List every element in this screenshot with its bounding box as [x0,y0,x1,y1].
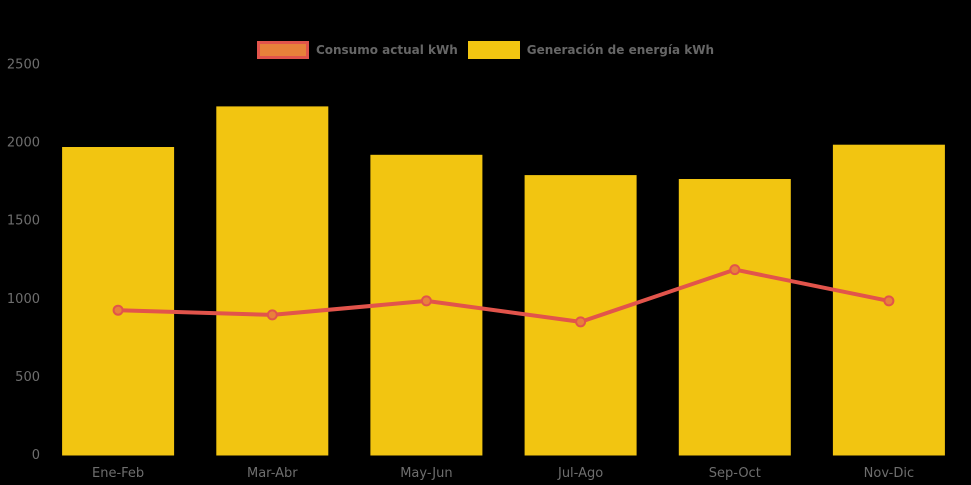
bar-Sep-Oct[interactable] [678,179,791,456]
legend-label-consumo: Consumo actual kWh [315,43,458,57]
bar-Ene-Feb[interactable] [62,147,175,456]
legend-swatch-generacion-icon [467,41,520,59]
bar-Mar-Abr[interactable] [216,106,329,456]
point-Sep-Oct[interactable] [729,264,741,276]
point-Nov-Dic[interactable] [883,295,895,307]
x-axis-label: Mar-Abr [247,466,298,481]
y-tick-label: 1000 [7,292,40,307]
chart-legend: Consumo actual kWh Generación de energía… [0,41,971,59]
consumo-line [116,267,891,324]
y-tick-label: 2500 [7,58,40,73]
legend-swatch-consumo-icon [256,41,309,59]
x-axis-label: Nov-Dic [864,466,914,481]
x-axis-label: Ene-Feb [92,466,144,481]
legend-item-generacion[interactable]: Generación de energía kWh [467,41,715,59]
point-Mar-Abr[interactable] [266,309,278,321]
point-Ene-Feb[interactable] [112,304,124,316]
point-Jul-Ago[interactable] [575,316,587,328]
y-tick-label: 2000 [7,136,40,151]
legend-item-consumo[interactable]: Consumo actual kWh [256,41,458,59]
y-tick-label: 1500 [7,214,40,229]
x-axis-label: Jul-Ago [557,466,603,481]
x-axis-label: May-Jun [400,466,452,481]
y-tick-label: 500 [15,370,40,385]
point-May-Jun[interactable] [420,295,432,307]
x-axis-label: Sep-Oct [709,466,761,481]
legend-label-generacion: Generación de energía kWh [526,43,715,57]
y-tick-label: 0 [32,448,40,463]
